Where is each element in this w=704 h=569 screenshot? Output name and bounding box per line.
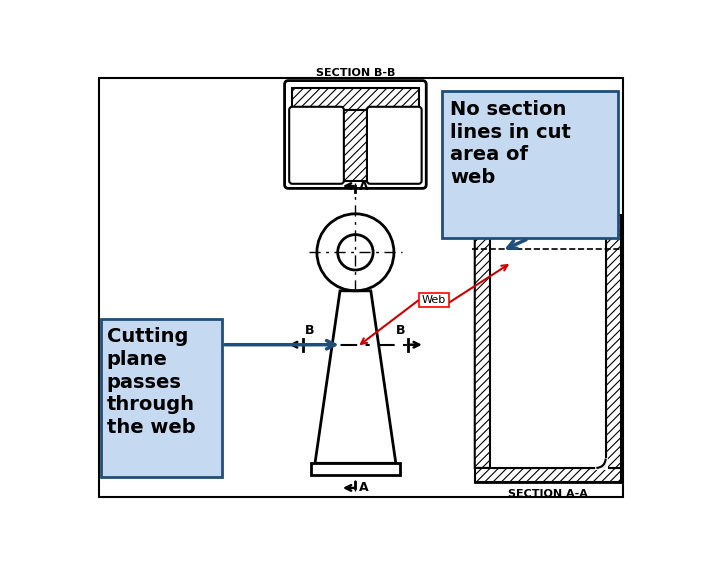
Text: No section
lines in cut
area of
web: No section lines in cut area of web: [450, 100, 571, 187]
Bar: [311, 463, 400, 475]
Bar: [474, 215, 621, 482]
Polygon shape: [605, 236, 621, 468]
Bar: [420, 293, 448, 307]
Bar: [101, 319, 222, 477]
Polygon shape: [315, 291, 396, 463]
Text: A: A: [359, 481, 369, 494]
Text: A: A: [359, 180, 369, 192]
Text: B: B: [396, 324, 406, 337]
Text: Cutting
plane
passes
through
the web: Cutting plane passes through the web: [107, 327, 195, 437]
Bar: [341, 110, 370, 181]
Text: Web: Web: [422, 295, 446, 305]
FancyBboxPatch shape: [367, 107, 422, 184]
FancyBboxPatch shape: [284, 81, 426, 188]
Bar: [292, 88, 419, 110]
Bar: [474, 215, 621, 236]
Text: B: B: [306, 324, 315, 337]
Bar: [474, 468, 621, 482]
FancyBboxPatch shape: [289, 107, 344, 184]
Bar: [442, 90, 618, 238]
Polygon shape: [474, 236, 499, 468]
Text: SECTION B-B: SECTION B-B: [315, 68, 395, 79]
Text: SECTION A-A: SECTION A-A: [508, 489, 588, 500]
Polygon shape: [490, 236, 605, 468]
